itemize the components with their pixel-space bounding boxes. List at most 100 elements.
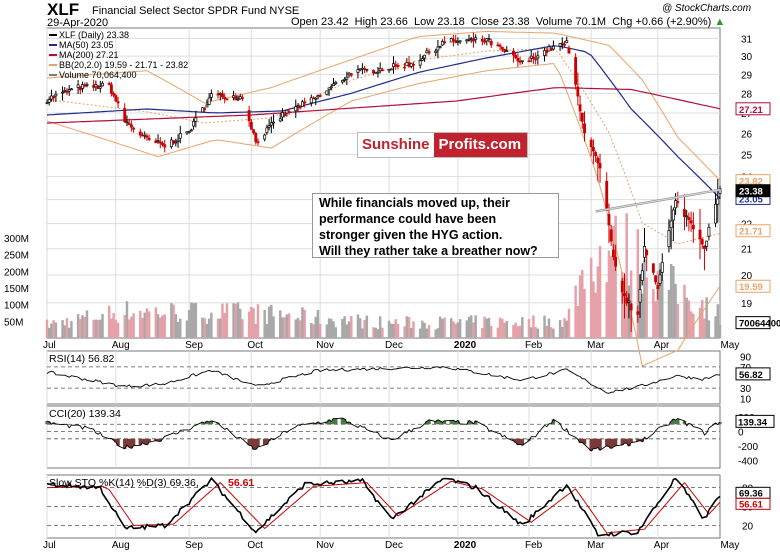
- candle-body: [627, 300, 631, 303]
- candle-body: [545, 50, 549, 54]
- volume-bar: [607, 250, 611, 338]
- volume-bar: [112, 313, 115, 338]
- candle-body: [172, 140, 176, 144]
- rsi-value-tag-label: 56.82: [739, 370, 763, 381]
- volume-bar: [252, 308, 255, 338]
- chart-date: 29-Apr-2020: [47, 17, 109, 29]
- volume-bar: [667, 289, 671, 338]
- volume-bar: [225, 303, 229, 338]
- volume-bar: [172, 304, 175, 338]
- volume-bar: [283, 317, 286, 338]
- price-tick-label: 25: [741, 151, 753, 162]
- volume-bar: [205, 323, 209, 338]
- candle-body: [667, 230, 671, 247]
- volume-bar: [643, 259, 646, 338]
- price-tag-label: 19.59: [739, 282, 763, 293]
- volume-bar: [450, 318, 453, 338]
- candle-body: [623, 293, 626, 297]
- volume-bar: [707, 320, 711, 338]
- volume-bar: [452, 321, 455, 338]
- candle-body: [456, 40, 460, 43]
- candle-body: [503, 49, 506, 52]
- candle-body: [443, 41, 447, 44]
- candle-body: [325, 90, 329, 95]
- volume-tick-label: 100M: [4, 301, 29, 312]
- price-tick-label: 30: [741, 52, 753, 63]
- volume-bar: [521, 317, 524, 338]
- price-tick-label: 29: [741, 70, 753, 81]
- volume-bar: [467, 316, 471, 338]
- price-tick-label: 26: [741, 129, 753, 140]
- candle-body: [129, 124, 133, 128]
- volume-bar: [358, 318, 362, 338]
- candle-body: [296, 105, 300, 108]
- price-tick-label: 20: [741, 271, 753, 282]
- volume-bar: [110, 318, 113, 338]
- candle-body: [520, 60, 524, 63]
- price-tag: [735, 184, 771, 198]
- candle-body: [654, 275, 658, 283]
- candle-body: [418, 60, 422, 66]
- volume-bar: [363, 319, 366, 338]
- stoch-label: Slow STO %K(14) %D(3) 69.36,: [49, 477, 199, 489]
- volume-bar: [159, 317, 162, 338]
- legend-entry: MA(50) 23.05: [59, 40, 114, 50]
- volume-bar: [425, 328, 429, 338]
- candle-body: [254, 133, 258, 143]
- candle-body: [112, 93, 116, 96]
- x-tick-label: 2020: [454, 340, 477, 351]
- volume-bar: [201, 317, 204, 338]
- volume-bar: [192, 303, 195, 338]
- price-tag: [735, 316, 771, 330]
- candle-body: [116, 101, 120, 104]
- candle-body: [580, 112, 584, 122]
- volume-bar: [689, 311, 693, 338]
- volume-bar: [421, 320, 424, 338]
- candle-body: [345, 76, 349, 80]
- candle-body: [169, 139, 173, 148]
- candle-body: [660, 261, 664, 273]
- candle-body: [201, 107, 204, 113]
- x-tick-label: Nov: [316, 340, 334, 351]
- candle-body: [189, 129, 193, 132]
- volume-bar: [63, 325, 67, 338]
- candle-body: [96, 85, 100, 89]
- volume-bar: [438, 316, 442, 338]
- volume-bar: [534, 327, 537, 338]
- candle-body: [474, 37, 478, 40]
- candle-body: [249, 121, 253, 130]
- candle-body: [300, 101, 304, 107]
- x-tick-label: Dec: [385, 340, 403, 351]
- sunshine-profits-logo: Sunshine Profits.com: [357, 132, 529, 158]
- volume-bar: [714, 316, 717, 338]
- volume-bar: [127, 319, 131, 338]
- volume-bar: [94, 319, 98, 338]
- candle-body: [50, 95, 53, 100]
- candle-body: [81, 84, 84, 89]
- candle-body: [358, 68, 362, 71]
- price-tag-label: 23.05: [739, 194, 763, 205]
- volume-bar: [407, 316, 411, 338]
- volume-bar: [669, 264, 673, 338]
- change-up-icon: ▲: [714, 16, 726, 28]
- volume-bar: [190, 302, 193, 338]
- volume-bar: [223, 312, 226, 338]
- candle-body: [334, 81, 338, 84]
- volume-bar: [427, 325, 431, 338]
- candle-body: [54, 93, 58, 97]
- ma50-line: [46, 45, 721, 199]
- price-tag: [735, 279, 771, 293]
- candle-body: [420, 58, 424, 61]
- x-tick-label: May: [720, 540, 739, 551]
- logo-right: Profits.com: [433, 133, 528, 157]
- volume-bar: [505, 320, 509, 338]
- volume-bar: [381, 327, 384, 338]
- candle-body: [314, 97, 318, 100]
- volume-bar: [163, 314, 166, 338]
- volume-bar: [287, 313, 291, 338]
- volume-bar: [594, 292, 597, 338]
- volume-bar: [141, 317, 144, 338]
- volume-bar: [272, 316, 275, 338]
- candle-body: [387, 69, 391, 72]
- volume-bar: [441, 318, 444, 338]
